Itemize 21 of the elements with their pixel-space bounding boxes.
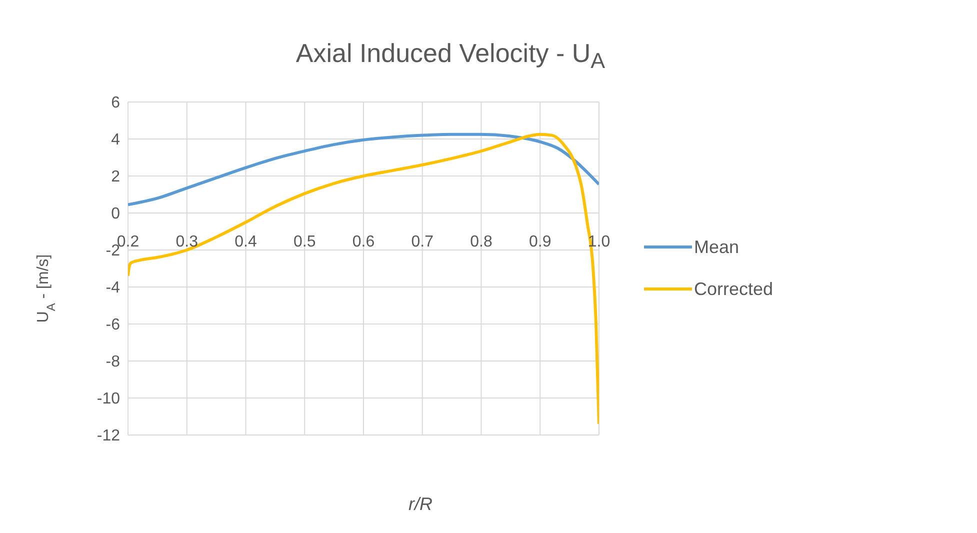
- x-tick-label: 0.8: [470, 233, 492, 250]
- y-tick-label: 4: [111, 132, 120, 149]
- x-axis-title: r/R: [408, 494, 432, 514]
- y-tick-label: 6: [111, 94, 120, 112]
- y-tick-label: 2: [111, 168, 120, 186]
- y-tick-label: -12: [96, 428, 120, 445]
- y-tick-label: -6: [106, 316, 120, 334]
- line-series: [128, 132, 599, 206]
- y-tick-label: -10: [96, 390, 120, 408]
- y-tick-label: -8: [106, 354, 120, 371]
- y-tick-label: -4: [106, 280, 120, 297]
- chart-title: Axial Induced Velocity - U$_{A}$: [294, 38, 606, 74]
- legend-label: Mean: [694, 236, 739, 258]
- legend-label: Corrected: [694, 278, 773, 300]
- x-tick-label: 0.3: [176, 233, 198, 250]
- x-tick-label: 0.5: [293, 233, 316, 250]
- x-tick-label: 0.6: [352, 233, 375, 250]
- y-tick-label: 0: [111, 206, 120, 223]
- x-tick-label: 0.7: [411, 233, 434, 250]
- x-tick-label: 0.9: [528, 233, 552, 250]
- x-tick-label: 0.4: [234, 233, 257, 250]
